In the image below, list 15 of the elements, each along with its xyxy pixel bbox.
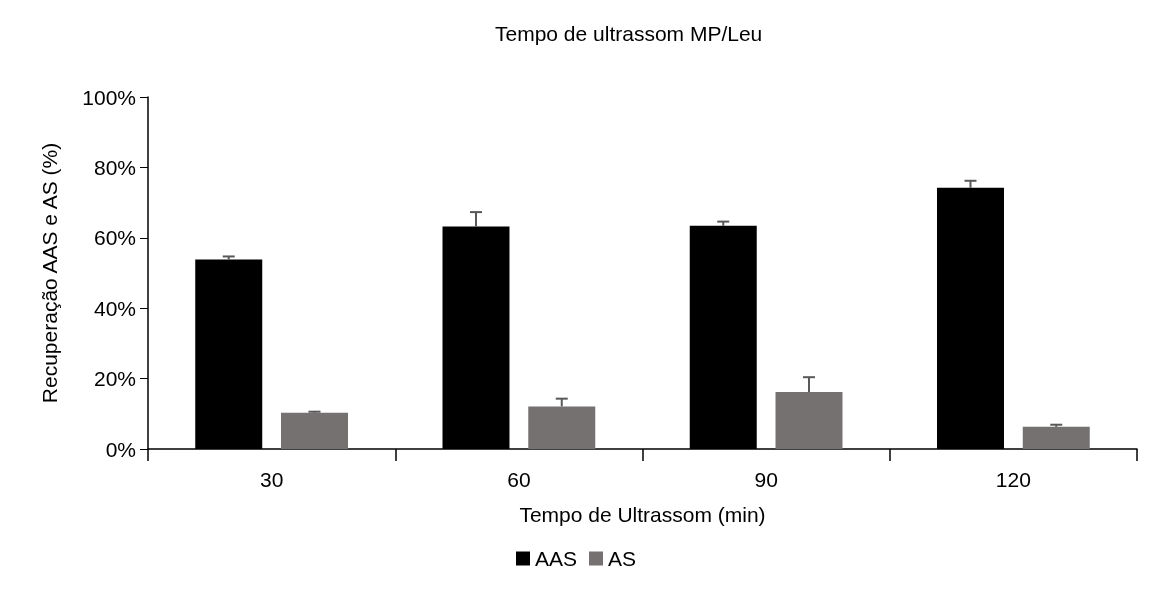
x-tick-label: 60 (507, 468, 531, 491)
x-tick-label: 90 (754, 468, 778, 491)
chart-title: Tempo de ultrassom MP/Leu (495, 22, 763, 45)
y-axis-title: Recuperação AAS e AS (%) (38, 142, 61, 404)
y-tick-label: 20% (93, 367, 136, 391)
y-tick-label: 40% (93, 296, 136, 320)
y-tick-label: 100% (82, 85, 136, 109)
x-tick-label: 30 (259, 468, 284, 491)
x-axis-title: Tempo de Ultrassom (min) (519, 503, 766, 526)
x-tick-label: 120 (995, 468, 1031, 491)
legend-label: AS (608, 547, 637, 570)
legend-label: AAS (534, 547, 578, 570)
y-tick-label: 80% (93, 155, 136, 179)
y-tick-label: 0% (105, 437, 136, 461)
y-tick-label: 60% (93, 226, 136, 250)
